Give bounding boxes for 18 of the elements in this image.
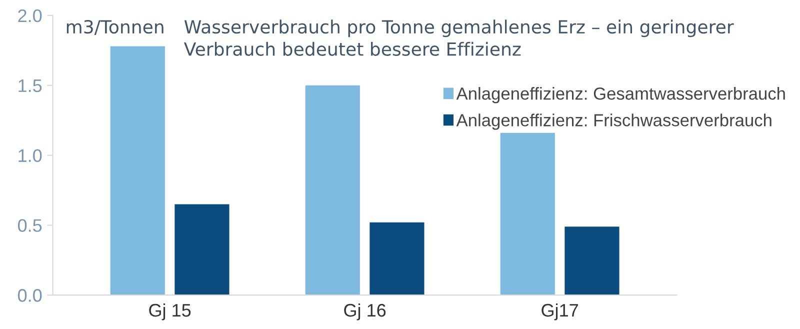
- bar: [370, 222, 424, 296]
- text: Wasserverbrauch pro Tonne gemahlenes Erz – ein geringerer Verbrauch bedeutet bessere Effizienz: [184, 20, 734, 56]
- bar: [174, 204, 230, 296]
- legend-label: Anlageneffizienz: Frischwasserverbrauch: [456, 114, 772, 130]
- x-tick-label: Gj 15: [149, 303, 191, 320]
- y-tick-label: 1.5: [18, 79, 42, 92]
- y-tick-label: 2.0: [18, 9, 42, 22]
- y-axis-title: m3/Tonnen: [66, 20, 164, 36]
- bar: [110, 46, 165, 296]
- legend-label: Anlageneffizienz: Gesamtwasserverbrauch: [456, 87, 785, 104]
- x-tick-label: Gj 16: [344, 303, 386, 320]
- bar: [564, 226, 620, 296]
- y-tick-label: 0.5: [18, 219, 42, 232]
- x-tick-label: Gj17: [542, 303, 578, 320]
- y-tick-label: 0.0: [18, 289, 42, 302]
- bar: [500, 132, 555, 296]
- y-tick-label: 1.0: [18, 149, 42, 162]
- bar: [305, 85, 360, 296]
